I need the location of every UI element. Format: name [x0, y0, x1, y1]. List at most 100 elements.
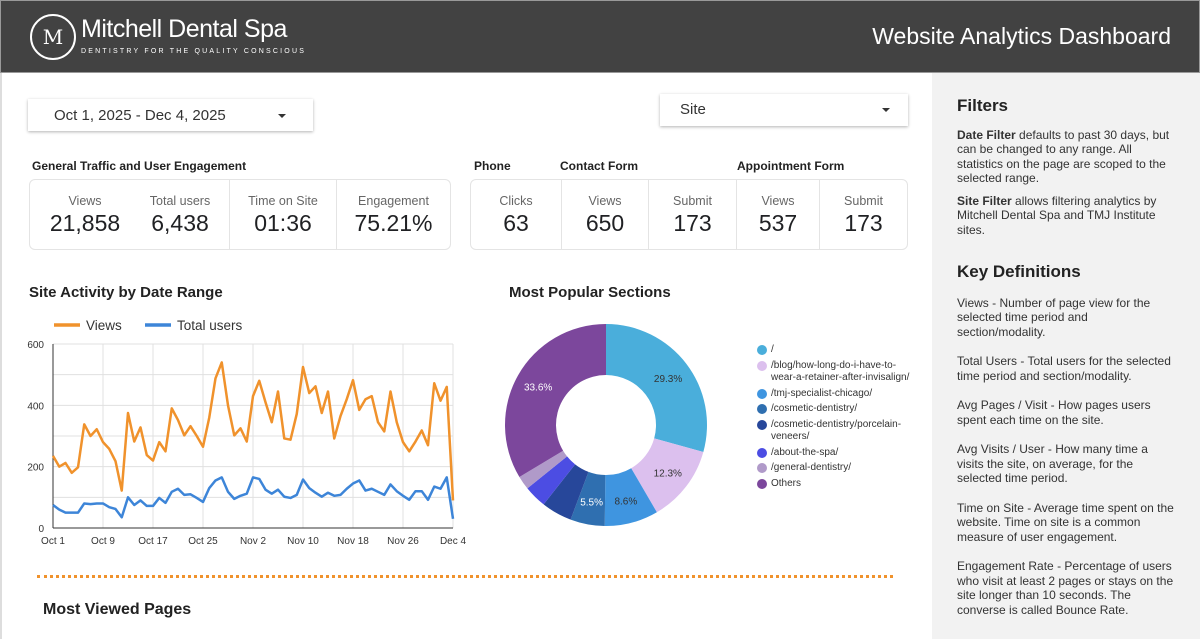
most-viewed-title: Most Viewed Pages [43, 601, 192, 618]
kpi-label: Clicks [499, 194, 533, 208]
legend-dot [757, 419, 767, 430]
slice-label: 12.3% [654, 469, 682, 480]
x-tick-label: Oct 1 [41, 536, 65, 547]
appointment-form-title: Appointment Form [737, 159, 845, 173]
pie-slice [505, 324, 606, 477]
kpi-appointment-views: Views 537 [737, 180, 820, 249]
pie-slice [604, 468, 657, 526]
site-filter-value: Site [680, 101, 706, 118]
x-tick-label: Oct 17 [138, 536, 168, 547]
kpi-label: Views [761, 194, 795, 208]
definition-item: Engagement Rate - Percentage of users wh… [957, 559, 1174, 617]
definition-item: Time on Site - Average time spent on the… [957, 500, 1174, 544]
filters-heading: Filters [957, 96, 1009, 115]
legend-item[interactable]: /general-dentistry/ [757, 462, 917, 475]
kpi-label: Views [588, 194, 622, 208]
kpi-label: Total users [149, 194, 211, 208]
dashboard-title: Website Analytics Dashboard [872, 23, 1171, 49]
site-filter-note: Site Filter allows filtering analytics b… [957, 194, 1175, 238]
date-range-value: Oct 1, 2025 - Dec 4, 2025 [54, 107, 226, 124]
kpi-label: Submit [844, 194, 883, 208]
legend-label: /cosmetic-dentistry/porcelain-veneers/ [771, 418, 902, 443]
general-traffic-title: General Traffic and User Engagement [32, 159, 247, 173]
line-chart-title: Site Activity by Date Range [29, 284, 223, 301]
contact-form-title: Contact Form [560, 159, 638, 173]
line-chart: Oct 1 Oct 9 Oct 17 Oct 25 Nov 2 Nov 10 Nov 18 N… [27, 318, 467, 547]
definition-item: Views - Number of page view for the sele… [957, 295, 1151, 339]
series-line-views [51, 361, 455, 501]
legend-item[interactable]: /blog/how-long-do-i-have-to-wear-a-retai… [757, 360, 917, 385]
y-tick-label: 600 [27, 340, 44, 351]
kpi-value: 173 [673, 210, 712, 236]
legend-item[interactable]: /cosmetic-dentistry/porcelain-veneers/ [757, 419, 917, 444]
kpi-contact-submit: Submit 173 [649, 180, 737, 249]
slice-label: 33.6% [524, 383, 552, 394]
slice-label: 29.3% [654, 374, 682, 385]
legend-label: Views [86, 318, 122, 333]
kpi-value: 21,858 [49, 210, 121, 236]
pie-chart: 29.3% 12.3% 8.6% 5.5% 33.6% [505, 324, 707, 526]
date-filter-label: Date Filter [957, 127, 1016, 142]
date-filter-note: Date Filter defaults to past 30 days, bu… [957, 128, 1175, 186]
y-tick-label: 0 [38, 524, 44, 535]
pie-legend: / /blog/how-long-do-i-have-to-wear-a-reta… [757, 344, 917, 493]
slice-label: 8.6% [614, 496, 637, 507]
sidebar: Filters Date Filter defaults to past 30 … [932, 73, 1200, 639]
legend-item[interactable]: Others [757, 478, 917, 491]
site-filter[interactable]: Site [660, 94, 908, 126]
legend-label: /cosmetic-dentistry/ [771, 403, 858, 414]
brand-tagline: DENTISTRY FOR THE QUALITY CONSCIOUS [81, 48, 307, 55]
legend-item[interactable]: /tmj-specialist-chicago/ [757, 388, 917, 401]
pie-slice [631, 438, 704, 513]
pie-slice [606, 324, 707, 452]
kpi-phone-clicks: Clicks 63 [471, 180, 562, 249]
pie-slice [519, 450, 568, 489]
caret-down-icon [882, 108, 890, 112]
kpi-label: Time on Site [248, 194, 318, 208]
legend-item[interactable]: / [757, 344, 917, 357]
pie-chart-title: Most Popular Sections [509, 284, 671, 301]
x-tick-label: Dec 4 [440, 536, 467, 547]
kpi-views: Views 21,858 [30, 180, 140, 249]
legend-label: /general-dentistry/ [771, 462, 852, 473]
legend-label: /tmj-specialist-chicago/ [771, 387, 873, 399]
kpi-time-on-site: Time on Site 01:36 [230, 180, 337, 249]
site-filter-text: allows filtering analytics by Mitchell D… [957, 193, 1157, 237]
caret-down-icon [278, 114, 286, 118]
kpi-total-users: Total users 6,438 [140, 180, 220, 249]
site-filter-label: Site Filter [957, 193, 1012, 208]
kpi-appointment-submit: Submit 173 [820, 180, 907, 249]
legend-item[interactable]: /about-the-spa/ [757, 447, 917, 460]
legend-label: /about-the-spa/ [771, 446, 839, 458]
legend-dot [757, 463, 767, 473]
date-range-filter[interactable]: Oct 1, 2025 - Dec 4, 2025 [28, 99, 313, 131]
logo: M [30, 14, 76, 60]
legend-dot [757, 388, 767, 399]
legend-dot [757, 360, 767, 371]
pie-slice [543, 464, 589, 520]
x-tick-label: Oct 9 [91, 536, 115, 547]
x-tick-label: Nov 2 [240, 536, 267, 547]
definition-item: Avg Visits / User - How many time a visi… [957, 442, 1148, 485]
legend-dot [757, 345, 767, 355]
kpi-label: Submit [673, 194, 712, 208]
legend-label: / [771, 344, 774, 355]
y-tick-label: 400 [27, 401, 44, 412]
kpi-value: 63 [503, 210, 529, 236]
general-kpi-card: Views 21,858 Total users 6,438 Time on Sit… [29, 179, 451, 250]
series-line-total-users [52, 476, 455, 519]
legend-dot [757, 447, 767, 458]
legend-item[interactable]: /cosmetic-dentistry/ [757, 403, 917, 416]
definition-item: Total Users - Total users for the select… [957, 354, 1171, 383]
header: M Mitchell Dental Spa DENTISTRY FOR THE … [0, 0, 1200, 73]
definition-item: Avg Pages / Visit - How pages users spen… [957, 398, 1151, 427]
y-tick-label: 200 [27, 463, 44, 474]
kpi-label: Views [68, 194, 102, 208]
pie-slice [570, 471, 606, 526]
kpi-value: 650 [585, 210, 625, 236]
legend-label: Others [771, 477, 802, 489]
views-users-group: Views 21,858 Total users 6,438 [30, 180, 230, 249]
section-divider [37, 575, 893, 578]
kpi-value: 537 [758, 210, 798, 236]
kpi-contact-views: Views 650 [562, 180, 649, 249]
